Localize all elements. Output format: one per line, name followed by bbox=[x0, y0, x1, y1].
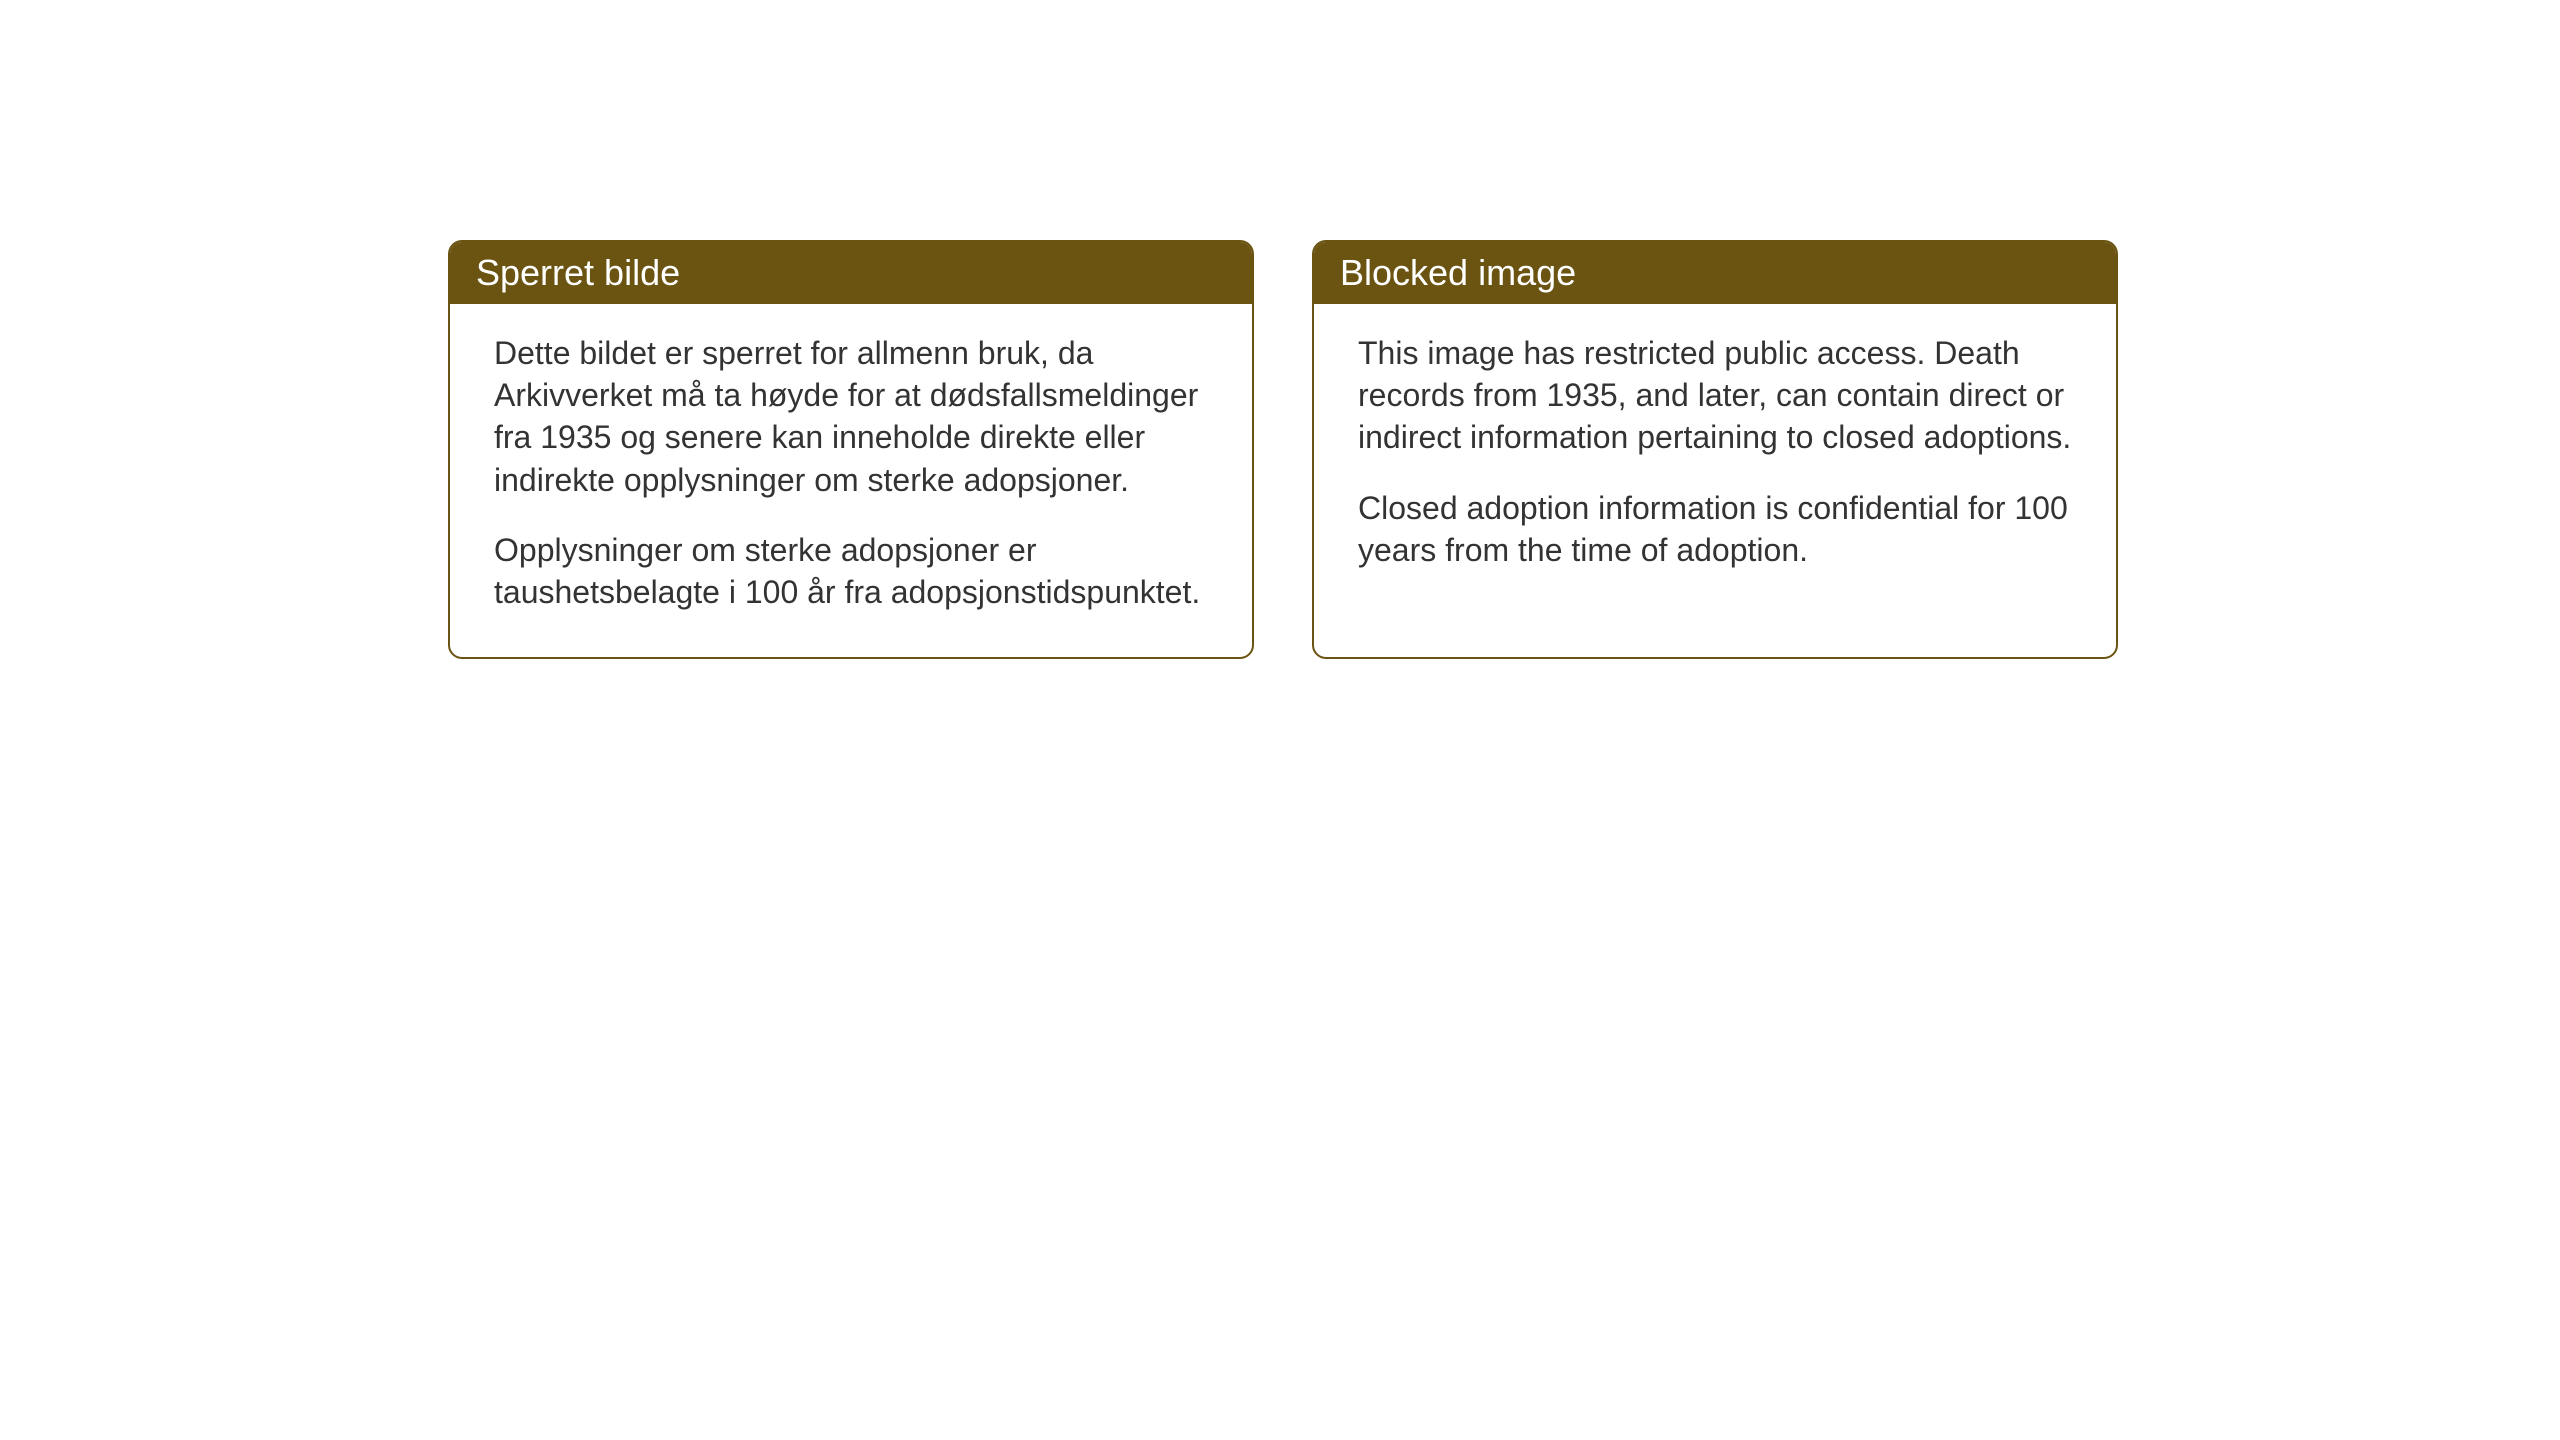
notice-paragraph-1-english: This image has restricted public access.… bbox=[1358, 332, 2072, 459]
notice-title-norwegian: Sperret bilde bbox=[450, 242, 1252, 304]
notice-body-norwegian: Dette bildet er sperret for allmenn bruk… bbox=[450, 304, 1252, 657]
notice-title-english: Blocked image bbox=[1314, 242, 2116, 304]
notice-card-english: Blocked image This image has restricted … bbox=[1312, 240, 2118, 659]
notice-card-norwegian: Sperret bilde Dette bildet er sperret fo… bbox=[448, 240, 1254, 659]
notice-paragraph-1-norwegian: Dette bildet er sperret for allmenn bruk… bbox=[494, 332, 1208, 501]
notice-paragraph-2-english: Closed adoption information is confident… bbox=[1358, 487, 2072, 571]
notice-container: Sperret bilde Dette bildet er sperret fo… bbox=[448, 240, 2118, 659]
notice-body-english: This image has restricted public access.… bbox=[1314, 304, 2116, 615]
notice-paragraph-2-norwegian: Opplysninger om sterke adopsjoner er tau… bbox=[494, 529, 1208, 613]
